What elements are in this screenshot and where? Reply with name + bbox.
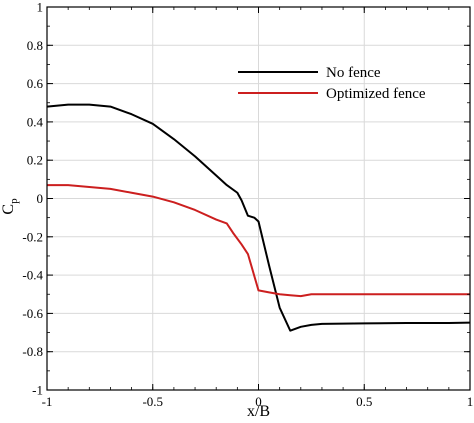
legend-label-optimized-fence: Optimized fence (326, 86, 426, 102)
y-tick-label: -1 (32, 383, 43, 398)
svg-text:Cp: Cp (0, 198, 20, 215)
y-tick-label: 0.2 (27, 153, 43, 168)
x-tick-label: 1 (467, 394, 474, 409)
series-line-optimized-fence (47, 184, 470, 298)
y-tick-label: 0.4 (27, 114, 44, 129)
y-tick-label: -0.6 (22, 306, 43, 321)
y-tick-label: 0 (37, 191, 44, 206)
x-tick-label: 0 (255, 394, 262, 409)
series-line-no-fence (46, 103, 471, 332)
axis-ticks: -1 -0.5 0 0.5 1 -1 -0.8 -0.6 -0.4 -0.2 0 0.2 0.4 0.6 0… (22, 0, 473, 409)
legend-label-no-fence: No fence (326, 65, 381, 81)
x-axis-label: x/B (247, 403, 270, 420)
x-tick-label: -0.5 (142, 394, 163, 409)
x-tick-label: 0.5 (356, 394, 372, 409)
y-axis-label-subscript: p (8, 198, 20, 204)
grid (47, 7, 470, 390)
plot-area (46, 103, 471, 332)
legend: No fence Optimized fence (238, 65, 426, 102)
y-tick-label: -0.8 (22, 344, 43, 359)
y-tick-label: 0.8 (27, 38, 43, 53)
y-axis-label-main: C (0, 204, 17, 215)
y-tick-label: 0.6 (27, 76, 44, 91)
y-tick-label: 1 (37, 0, 44, 15)
y-tick-label: -0.4 (22, 268, 43, 283)
y-axis-label: Cp (0, 198, 20, 215)
x-tick-label: -1 (42, 394, 53, 409)
y-tick-label: -0.2 (22, 229, 43, 244)
